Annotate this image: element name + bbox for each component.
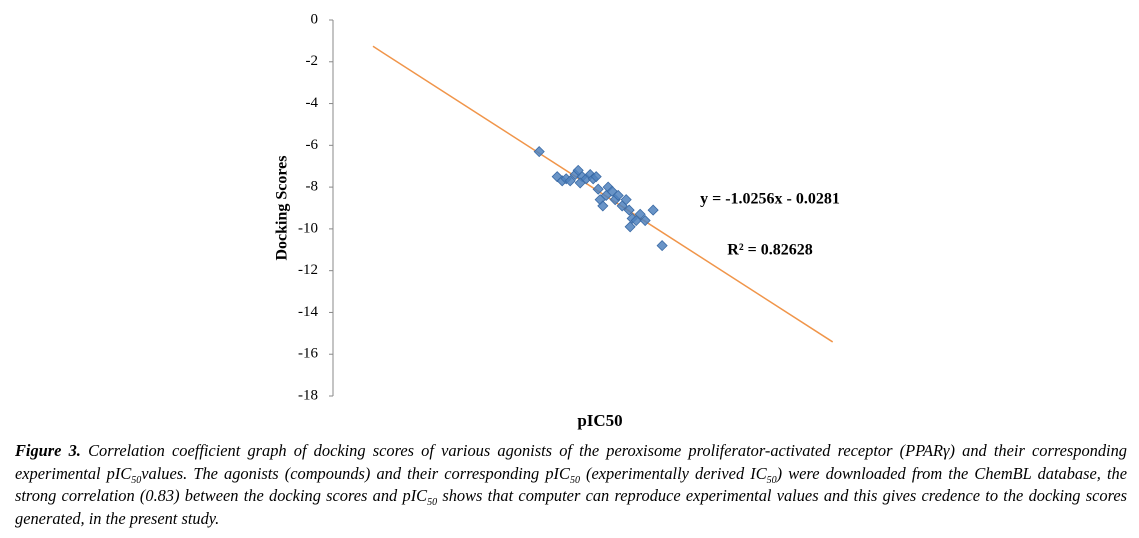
point [574,177,586,189]
y-tick-label: -2 [306,53,319,69]
caption: Figure 3. Correlation coefficient graph … [15,440,1127,530]
equation: y = -1.0256x - 0.0281 [700,191,840,208]
caption-text: (experimentally derived IC [579,463,767,483]
point [620,194,632,206]
caption-subscript: 50 [427,497,438,508]
y-tick-label: -6 [306,137,319,153]
caption-text: ) were downloaded from the ChemBL databa… [15,463,1128,506]
point [647,204,659,216]
point [533,146,545,158]
y-tick-label: 0 [311,11,319,27]
point [606,185,618,197]
y-tick-label: -4 [306,95,319,111]
caption-subscript: 50 [131,474,142,486]
point [551,171,563,183]
point [634,208,646,220]
y-axis-label: Docking Scores [274,155,291,260]
y-tick-label: -12 [298,262,318,278]
point [592,183,604,195]
point [612,189,624,202]
chart: Docking Scores pIC50 y = -1.0256x - 0.02… [274,11,840,430]
r-squared: R² = 0.82628 [727,242,812,259]
y-tick-label: -10 [298,220,318,236]
point [590,171,602,183]
caption-text: shows that computer can reproduce experi… [15,486,1127,528]
point [623,204,635,216]
x-axis-label: pIC50 [577,411,622,430]
caption-subscript: 50 [569,474,580,486]
y-tick-label: -14 [298,304,318,320]
caption-text: Correlation coefficient graph of docking… [15,441,1127,483]
y-tick-label: -18 [298,387,318,403]
point [624,221,636,233]
point [597,200,609,212]
caption-label: Figure 3. [15,441,81,460]
point [656,240,668,252]
point [639,214,651,227]
caption-text: values. The agonists (compounds) and the… [141,463,570,483]
caption-subscript: 50 [766,474,777,486]
point [564,175,576,187]
y-tick-label: -16 [298,346,318,362]
y-tick-label: -8 [306,179,319,195]
